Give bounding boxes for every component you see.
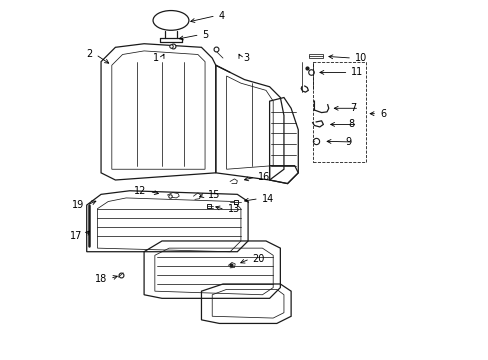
Text: 11: 11 [351, 67, 363, 77]
Text: 8: 8 [348, 120, 354, 129]
Text: 18: 18 [95, 274, 107, 284]
Text: 9: 9 [344, 137, 350, 147]
Text: 6: 6 [379, 109, 386, 119]
Text: 2: 2 [86, 49, 93, 59]
Text: 14: 14 [261, 194, 273, 204]
Text: 3: 3 [244, 53, 249, 63]
Text: 19: 19 [71, 200, 83, 210]
Text: 12: 12 [134, 186, 146, 197]
Text: 5: 5 [202, 30, 208, 40]
Text: 7: 7 [349, 103, 356, 113]
Bar [312, 62, 366, 162]
Text: 4: 4 [218, 11, 224, 21]
Text: 16: 16 [258, 172, 270, 182]
Text: 13: 13 [227, 204, 240, 215]
Text: 15: 15 [207, 190, 220, 200]
Text: 10: 10 [354, 53, 366, 63]
Text: 20: 20 [252, 254, 264, 264]
Text: 17: 17 [69, 231, 82, 240]
Text: 1: 1 [153, 53, 159, 63]
